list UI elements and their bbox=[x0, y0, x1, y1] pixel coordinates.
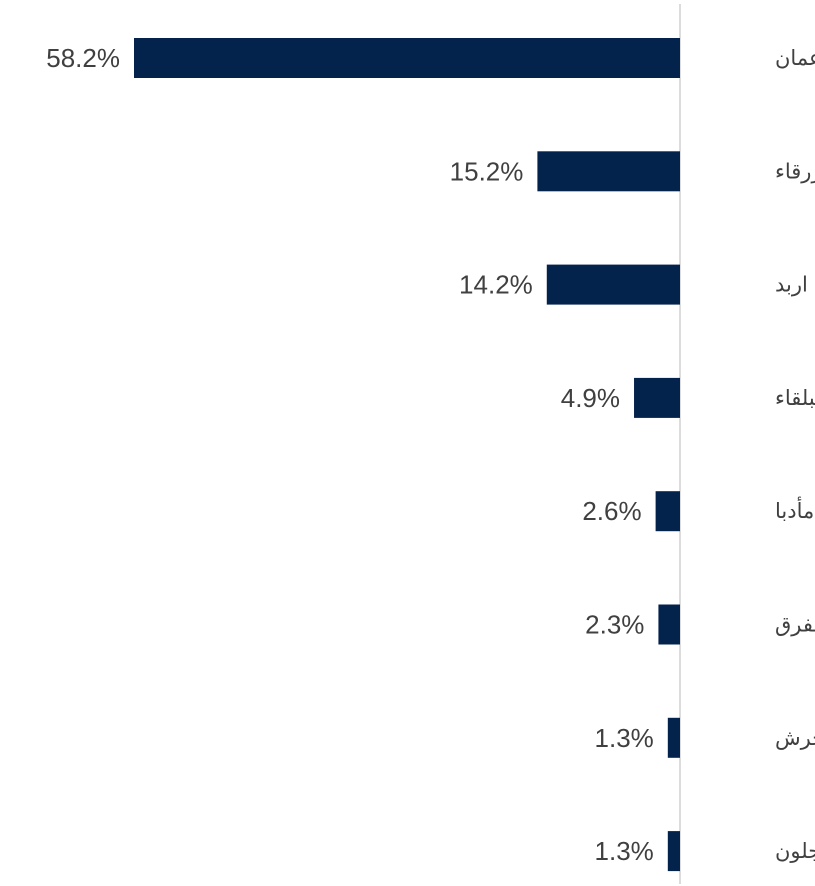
bar-value-label: 4.9% bbox=[561, 383, 620, 413]
value-labels-group: 58.2% 15.2% 14.2% 4.9% 2.6% 2.3% 1.3% 1.3% bbox=[46, 43, 654, 866]
bar bbox=[667, 831, 680, 872]
bar-value-label: 2.3% bbox=[585, 610, 644, 640]
bar bbox=[134, 38, 680, 78]
bar bbox=[537, 151, 680, 192]
bars-group bbox=[134, 38, 680, 872]
bar-value-label: 2.6% bbox=[582, 496, 641, 526]
bar bbox=[655, 491, 680, 532]
bar bbox=[634, 377, 680, 418]
category-label: عمان bbox=[775, 46, 815, 70]
category-label: المفرق bbox=[775, 613, 815, 637]
bar-value-label: 14.2% bbox=[459, 270, 533, 300]
bar bbox=[546, 264, 680, 305]
bar bbox=[667, 717, 680, 758]
category-label: الزرقاء bbox=[775, 159, 815, 183]
bar bbox=[658, 604, 680, 645]
category-label: اربد bbox=[775, 273, 808, 297]
bar-value-label: 1.3% bbox=[595, 723, 654, 753]
category-labels-group: عمان الزرقاء اربد البلقاء مأدبا المفرق جرش عجلو… bbox=[775, 46, 815, 863]
category-label: البلقاء bbox=[775, 386, 815, 410]
category-label: عجلون bbox=[775, 839, 815, 863]
bar-value-label: 58.2% bbox=[46, 43, 120, 73]
category-label: مأدبا bbox=[775, 496, 814, 523]
bar-value-label: 1.3% bbox=[595, 836, 654, 866]
category-label: جرش bbox=[775, 726, 815, 750]
bar-value-label: 15.2% bbox=[450, 156, 524, 186]
